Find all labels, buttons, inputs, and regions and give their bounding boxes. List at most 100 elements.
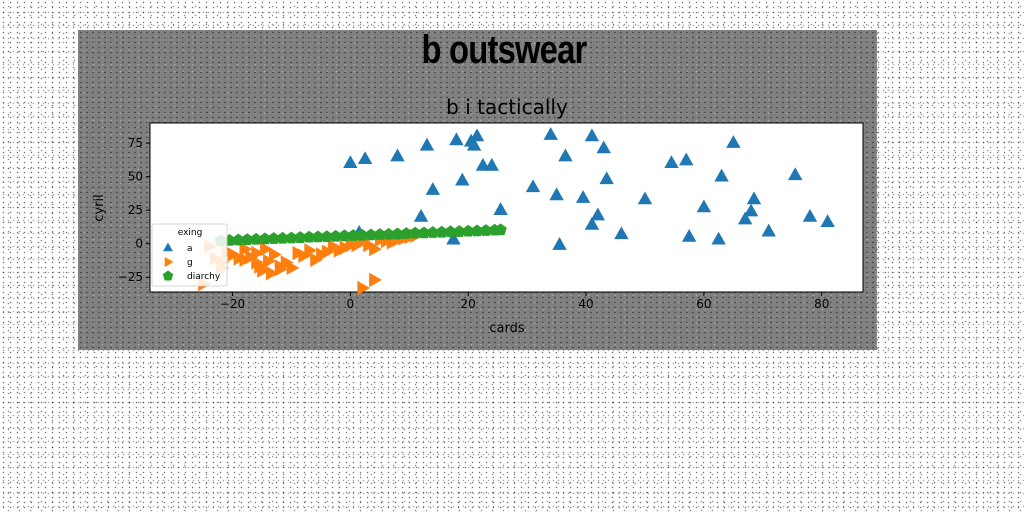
scatter-point <box>258 232 272 245</box>
scatter-point <box>232 233 245 246</box>
scatter-point <box>329 229 342 242</box>
scatter-point <box>239 241 253 257</box>
x-tick-label: 60 <box>696 297 711 311</box>
scatter-point <box>435 225 448 238</box>
scatter-point <box>390 148 405 162</box>
scatter-point <box>285 231 298 244</box>
y-tick-label: 25 <box>128 203 143 217</box>
scatter-point <box>552 237 567 250</box>
scatter-point <box>525 179 541 193</box>
scatter-point <box>311 230 325 243</box>
y-axis-label: cyril <box>92 194 107 221</box>
scatter-point <box>419 137 435 151</box>
scatter-point <box>369 272 382 288</box>
scatter-point <box>373 228 386 240</box>
scatter-point <box>449 132 464 146</box>
scatter-point <box>400 227 413 239</box>
scatter-point <box>714 168 729 182</box>
scatter-point <box>679 152 694 166</box>
scatter-point <box>575 190 591 203</box>
scatter-point <box>726 135 741 148</box>
legend-label: g <box>187 258 193 268</box>
legend-title: exing <box>178 228 203 238</box>
x-tick-label: 40 <box>578 297 593 311</box>
scatter-point <box>251 255 265 270</box>
scatter-point <box>743 203 759 217</box>
scatter-point <box>484 157 499 171</box>
scatter-point <box>391 227 404 240</box>
scatter-point <box>286 260 300 276</box>
scatter-point <box>357 280 371 296</box>
scatter-point <box>584 128 600 142</box>
scatter-point <box>664 155 679 169</box>
scatter-point <box>241 233 254 245</box>
scatter-point <box>494 223 507 236</box>
x-tick-label: 0 <box>347 297 355 311</box>
scatter-point <box>711 231 726 245</box>
series-2 <box>214 223 507 247</box>
scatter-point <box>466 137 482 151</box>
scatter-point <box>637 191 653 205</box>
scatter-point <box>355 228 369 241</box>
scatter-point <box>788 167 803 181</box>
figure-suptitle: b outswear <box>421 28 588 72</box>
scatter-point <box>549 187 564 201</box>
scatter-point <box>364 228 378 241</box>
scatter-point <box>239 252 253 268</box>
legend-marker <box>162 270 174 281</box>
scatter-point <box>338 229 351 242</box>
scatter-point <box>417 226 431 239</box>
data-points <box>198 127 835 296</box>
scatter-point <box>558 148 573 162</box>
scatter-point <box>425 182 441 195</box>
scatter-point <box>696 199 712 213</box>
scatter-point <box>462 224 475 237</box>
scatter-point <box>382 227 395 240</box>
scatter-point <box>444 225 457 238</box>
scatter-point <box>455 172 470 186</box>
scatter-point <box>746 191 762 205</box>
legend-label: diarchy <box>187 272 221 282</box>
scatter-point <box>446 231 461 245</box>
scatter-point <box>681 229 697 242</box>
scatter-point <box>276 231 289 244</box>
scatter-point <box>761 223 776 237</box>
scatter-point <box>820 214 835 228</box>
scatter-point <box>320 230 333 242</box>
scatter-point <box>249 232 263 245</box>
scatter-point <box>543 127 558 140</box>
scatter-point <box>294 231 307 243</box>
scatter-point <box>614 226 629 240</box>
scatter-point <box>274 261 288 277</box>
scatter-point <box>584 216 600 230</box>
scatter-point <box>357 151 373 165</box>
x-tick-label: 80 <box>814 297 829 311</box>
y-tick-label: 50 <box>128 170 143 184</box>
scatter-point <box>267 232 280 244</box>
legend: exing ag diarchy <box>151 223 228 287</box>
scatter-point <box>596 140 611 154</box>
x-tick-label: −20 <box>220 297 245 311</box>
scatter-point <box>479 224 493 236</box>
scatter-point <box>590 207 606 221</box>
scatter-point <box>251 245 265 261</box>
scatter-point <box>470 224 484 237</box>
axis-ticks: −20 0 20 40 60 80 −25 0 25 50 75 <box>118 136 830 311</box>
scatter-point <box>408 226 422 239</box>
scatter-point <box>413 208 429 222</box>
scatter-point <box>599 171 614 185</box>
scatter-point <box>469 128 485 142</box>
scatter-point <box>265 266 279 281</box>
scatter-point <box>268 247 282 262</box>
series-0 <box>343 127 835 250</box>
scatter-point <box>347 229 360 241</box>
legend-box <box>151 223 228 287</box>
scatter-point <box>369 241 382 257</box>
y-tick-label: −25 <box>118 270 143 284</box>
legend-label: a <box>187 244 193 254</box>
scatter-point <box>302 230 316 243</box>
scatter-point <box>453 225 466 237</box>
scatter-point <box>802 208 818 222</box>
legend-marker <box>163 242 173 252</box>
